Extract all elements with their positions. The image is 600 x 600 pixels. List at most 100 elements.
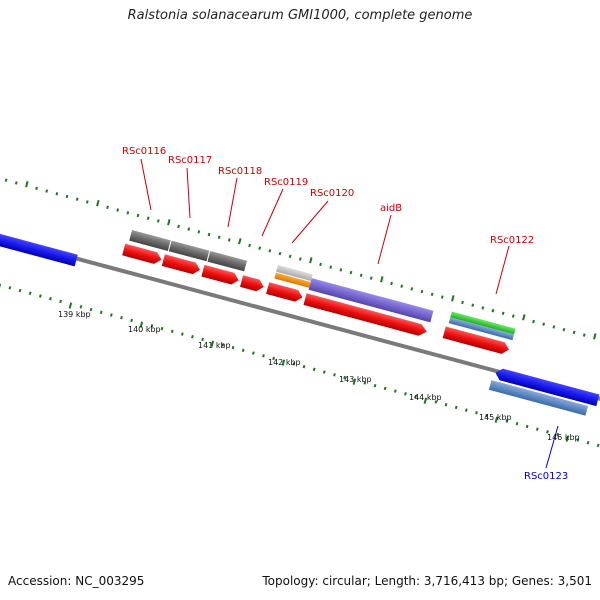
minor-tick — [373, 383, 377, 388]
gene-label-RSc0119[interactable]: RSc0119 — [264, 177, 308, 188]
major-tick — [0, 283, 2, 290]
minor-tick — [525, 424, 529, 429]
minor-tick — [221, 343, 225, 347]
minor-tick — [440, 295, 444, 299]
minor-tick — [535, 427, 539, 431]
cds-RSc0118[interactable] — [201, 264, 240, 286]
minor-tick — [18, 288, 22, 293]
gene-feature-RSc0117[interactable] — [168, 240, 210, 262]
minor-tick — [150, 324, 154, 328]
minor-tick — [302, 364, 306, 369]
cds-left-reverse[interactable] — [0, 228, 78, 267]
minor-tick — [201, 337, 204, 342]
minor-tick — [106, 205, 109, 210]
minor-tick — [8, 286, 12, 290]
minor-tick — [268, 249, 272, 253]
gene-label-aidB[interactable]: aidB — [380, 203, 402, 214]
minor-tick — [35, 186, 38, 191]
minor-tick — [251, 351, 255, 355]
major-tick — [167, 219, 171, 226]
minor-tick — [390, 281, 393, 286]
major-tick — [352, 378, 357, 385]
minor-tick — [485, 413, 488, 418]
minor-tick — [343, 375, 346, 380]
minor-tick — [177, 224, 180, 229]
gene-feature-RSc0118[interactable] — [207, 250, 248, 272]
minor-tick — [217, 235, 221, 239]
minor-tick — [262, 354, 265, 358]
major-tick — [139, 321, 144, 328]
minor-tick — [542, 322, 546, 326]
gene-feature-RSc0122[interactable] — [450, 311, 516, 335]
minor-tick — [333, 373, 336, 377]
major-tick — [210, 340, 215, 347]
minor-tick — [511, 314, 515, 318]
leader-RSc0120 — [291, 200, 329, 244]
major-tick — [593, 333, 597, 340]
minor-tick — [191, 335, 194, 339]
minor-tick — [562, 327, 566, 332]
major-tick — [451, 295, 455, 302]
tick-label: 146 kbp — [547, 433, 580, 442]
leader-RSc0116 — [140, 158, 152, 211]
cds-RSc0116[interactable] — [122, 243, 163, 266]
gene-label-RSc0122[interactable]: RSc0122 — [490, 235, 534, 246]
minor-tick — [404, 392, 407, 396]
tick-label: 143 kbp — [339, 375, 372, 384]
cds-RSc0118b[interactable] — [240, 275, 265, 293]
cds-aidB[interactable] — [303, 293, 429, 337]
minor-tick — [241, 348, 245, 353]
minor-tick — [556, 432, 559, 437]
minor-tick — [505, 419, 509, 423]
minor-tick — [14, 181, 18, 185]
minor-tick — [231, 345, 235, 350]
map-title: Ralstonia solanacearum GMI1000, complete… — [127, 8, 473, 23]
minor-tick — [170, 329, 174, 334]
minor-tick — [319, 262, 322, 267]
minor-tick — [410, 287, 414, 291]
major-tick — [96, 200, 100, 207]
minor-tick — [65, 194, 69, 199]
cds-RSc0117[interactable] — [161, 254, 202, 275]
gene-feature-RSc0119-b[interactable] — [274, 272, 311, 288]
minor-tick — [339, 268, 343, 272]
minor-tick — [576, 438, 580, 442]
minor-tick — [572, 330, 576, 335]
leader-RSc0118 — [227, 177, 238, 228]
major-tick — [309, 257, 313, 264]
gene-label-RSc0117[interactable]: RSc0117 — [168, 155, 212, 166]
major-tick — [25, 181, 29, 188]
minor-tick — [491, 308, 495, 313]
major-tick — [423, 397, 428, 404]
leader-RSc0117 — [186, 167, 191, 219]
minor-tick — [99, 310, 103, 315]
minor-tick — [288, 254, 292, 258]
leader-aidB — [377, 214, 392, 265]
accession-text: Accession: NC_003295 — [8, 574, 145, 588]
minor-tick — [532, 319, 535, 324]
gene-feature-RSc0116[interactable] — [129, 229, 171, 251]
minor-tick — [278, 251, 282, 256]
minor-tick — [434, 400, 438, 404]
cds-RSc0119[interactable] — [266, 282, 304, 303]
cds-RSc0122[interactable] — [442, 326, 511, 355]
gene-label-RSc0116[interactable]: RSc0116 — [122, 146, 166, 157]
gene-feature-RSc0123[interactable] — [488, 380, 589, 416]
minor-tick — [258, 246, 262, 250]
major-tick — [522, 314, 526, 321]
gene-feature-RSc0119[interactable] — [276, 264, 313, 282]
minor-tick — [369, 276, 373, 280]
genome-backbone — [0, 230, 600, 406]
cds-RSc0123[interactable] — [494, 367, 600, 407]
gene-label-RSc0123[interactable]: RSc0123 — [524, 471, 568, 482]
minor-tick — [28, 291, 32, 295]
genome-summary-text: Topology: circular; Length: 3,716,413 bp… — [262, 574, 592, 588]
minor-tick — [322, 370, 326, 374]
minor-tick — [136, 213, 140, 218]
minor-tick — [45, 189, 49, 193]
gene-label-RSc0120[interactable]: RSc0120 — [310, 188, 354, 199]
tick-label: 144 kbp — [409, 393, 442, 402]
gene-feature-RSc0122-b[interactable] — [448, 317, 515, 341]
gene-feature-aidB[interactable] — [308, 278, 434, 323]
gene-label-RSc0118[interactable]: RSc0118 — [218, 166, 262, 177]
